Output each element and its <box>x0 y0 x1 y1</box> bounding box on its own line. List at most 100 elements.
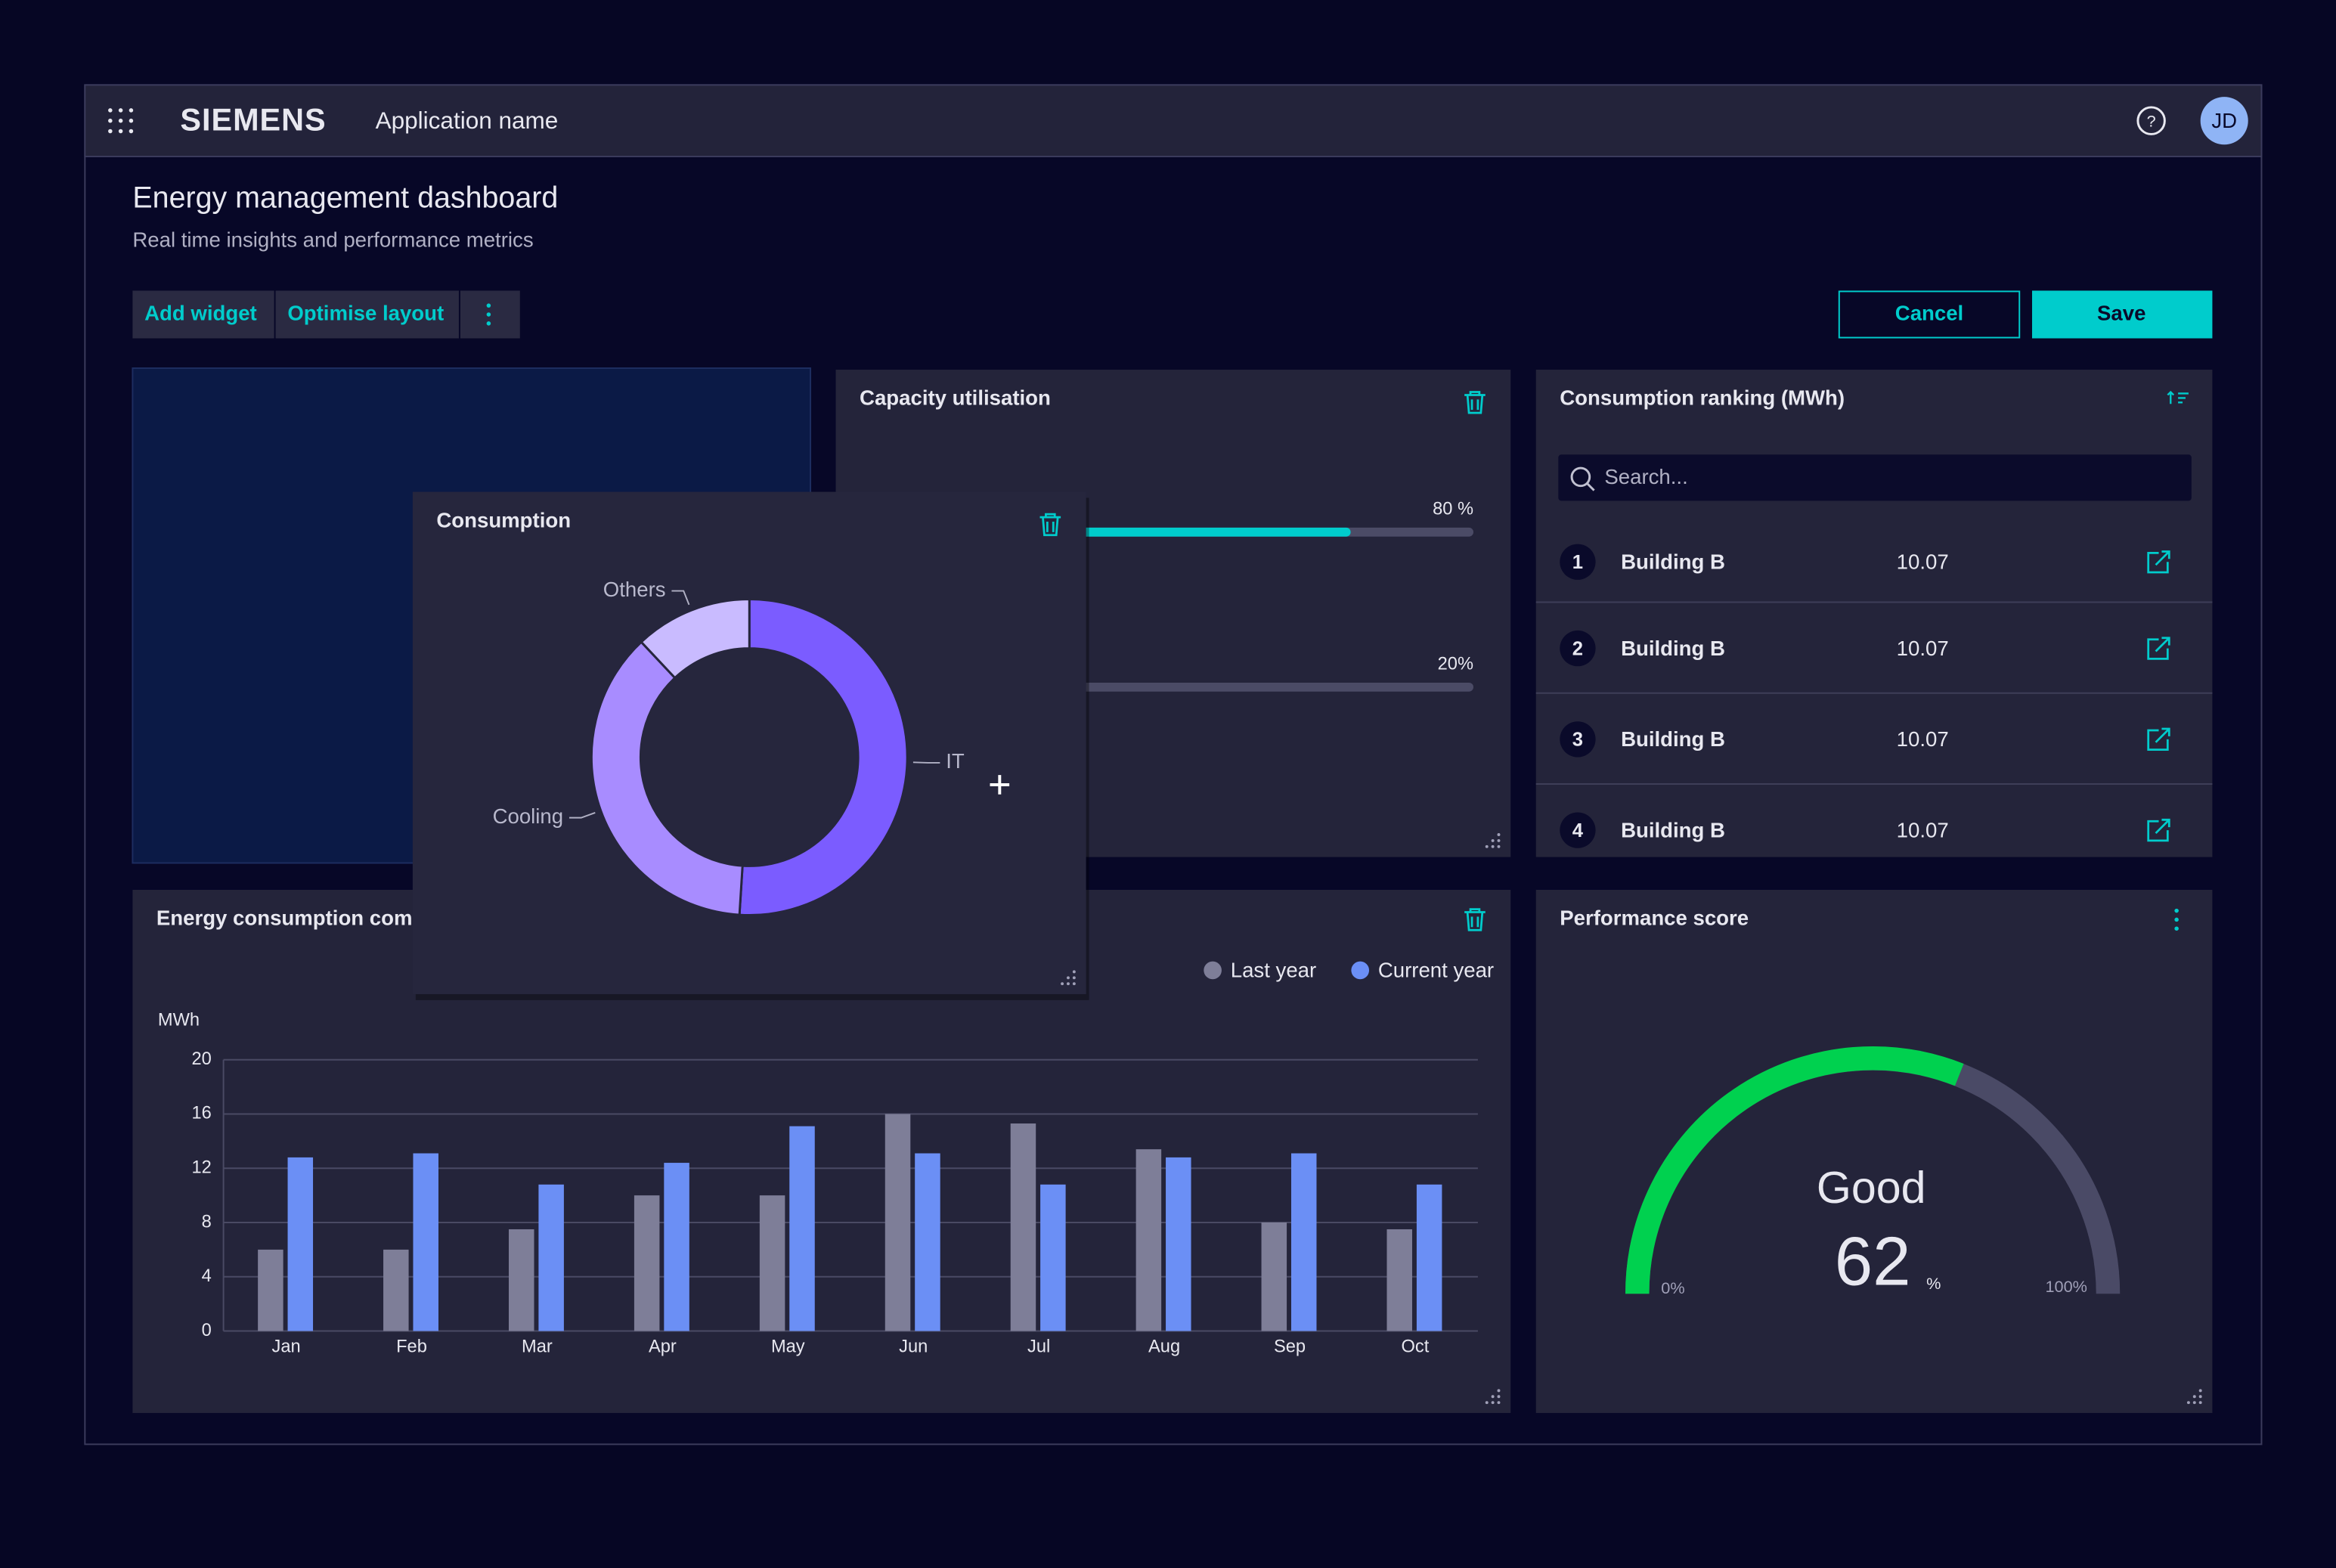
grip-dot <box>1073 982 1076 985</box>
x-tick-label: Jun <box>899 1337 928 1356</box>
bar <box>1291 1154 1317 1331</box>
y-tick-label: 8 <box>202 1212 212 1232</box>
building-value: 10.07 <box>1897 637 1949 660</box>
grip-dot <box>2193 1395 2196 1398</box>
bar <box>760 1195 785 1331</box>
leader-line <box>913 762 940 763</box>
app-name: Application name <box>376 107 559 134</box>
search-placeholder: Search... <box>1604 465 1687 488</box>
y-tick-label: 16 <box>192 1104 212 1123</box>
widget-title: Consumption <box>436 508 571 531</box>
bar <box>789 1126 815 1331</box>
bar <box>1136 1149 1162 1331</box>
grip-dot <box>1498 1389 1501 1392</box>
x-tick-label: Apr <box>649 1337 677 1356</box>
value-label: 80 % <box>1433 499 1473 519</box>
gauge-value-label: 62 <box>1835 1224 1911 1300</box>
y-tick-label: 20 <box>192 1049 212 1069</box>
grip-dot <box>2187 1401 2190 1404</box>
y-tick-label: 4 <box>202 1266 212 1286</box>
grip-dot <box>1061 982 1064 985</box>
bar <box>1166 1157 1191 1331</box>
grip-dot <box>2199 1395 2202 1398</box>
x-tick-label: Feb <box>396 1337 427 1356</box>
grip-dot <box>1067 976 1070 979</box>
bar <box>1262 1222 1287 1331</box>
grip-dot <box>1498 845 1501 848</box>
widget-title: Consumption ranking (MWh) <box>1560 386 1845 410</box>
gauge-max: 100% <box>2045 1277 2087 1296</box>
grip-dot <box>1492 1395 1495 1398</box>
grip-dot <box>1492 845 1495 848</box>
dot <box>108 108 113 113</box>
dragged-widget[interactable]: ConsumptionITCoolingOthers <box>413 492 1089 1000</box>
button-label: Save <box>2097 301 2145 324</box>
dot <box>129 129 134 134</box>
grip-dot <box>2193 1401 2196 1404</box>
y-axis-label: MWh <box>158 1011 200 1030</box>
dot <box>2174 918 2179 922</box>
bar <box>915 1154 940 1331</box>
dot <box>108 119 113 123</box>
help-glyph: ? <box>2147 111 2156 130</box>
dot <box>129 108 134 113</box>
grip-dot <box>2199 1389 2202 1392</box>
gauge-unit: % <box>1926 1274 1941 1293</box>
page-subtitle: Real time insights and performance metri… <box>132 228 533 252</box>
dot <box>129 119 134 123</box>
x-tick-label: Sep <box>1274 1337 1306 1356</box>
slice-label: Cooling <box>493 804 564 828</box>
gauge-status: Good <box>1817 1162 1926 1213</box>
dot <box>119 119 123 123</box>
building-name: Building B <box>1621 550 1725 573</box>
grip-dot <box>1498 833 1501 836</box>
bar <box>634 1195 660 1331</box>
kebab-icon <box>487 303 491 325</box>
grip-dot <box>1073 976 1076 979</box>
widget-title: Energy consumption com <box>156 906 413 930</box>
building-value: 10.07 <box>1897 818 1949 841</box>
grip-dot <box>1498 839 1501 842</box>
x-tick-label: Jan <box>272 1337 301 1356</box>
x-tick-label: Mar <box>522 1337 553 1356</box>
grip-dot <box>1492 839 1495 842</box>
bar <box>538 1185 564 1331</box>
bar <box>509 1229 534 1331</box>
bar <box>885 1114 911 1331</box>
grip-dot <box>1067 982 1070 985</box>
rank-number: 2 <box>1572 638 1583 659</box>
building-name: Building B <box>1621 637 1725 660</box>
dot <box>119 108 123 113</box>
y-tick-label: 0 <box>202 1321 212 1340</box>
legend-swatch <box>1204 962 1222 980</box>
y-tick-label: 12 <box>192 1157 212 1177</box>
building-name: Building B <box>1621 818 1725 841</box>
value-label: 20% <box>1438 655 1473 674</box>
button-label: Cancel <box>1895 301 1963 324</box>
widget-title: Performance score <box>1560 906 1749 930</box>
dot <box>2174 909 2179 913</box>
grip-dot <box>2199 1401 2202 1404</box>
legend-label: Current year <box>1378 959 1494 982</box>
page-title: Energy management dashboard <box>132 181 558 215</box>
grip-dot <box>1498 1395 1501 1398</box>
widget-card <box>1536 890 2213 1413</box>
bar <box>664 1163 689 1331</box>
building-name: Building B <box>1621 727 1725 751</box>
dot <box>108 129 113 134</box>
bar <box>1386 1229 1412 1331</box>
grip-dot <box>1486 845 1489 848</box>
rank-number: 4 <box>1572 820 1584 841</box>
x-tick-label: Jul <box>1027 1337 1050 1356</box>
bar <box>1417 1185 1442 1331</box>
bar <box>1011 1123 1036 1331</box>
building-value: 10.07 <box>1897 550 1949 573</box>
gauge-min: 0% <box>1661 1278 1684 1297</box>
widget-title: Capacity utilisation <box>860 386 1051 410</box>
avatar-initials: JD <box>2211 109 2237 132</box>
kebab-icon[interactable] <box>2174 909 2179 931</box>
rank-number: 3 <box>1572 730 1583 751</box>
bar <box>288 1157 314 1331</box>
